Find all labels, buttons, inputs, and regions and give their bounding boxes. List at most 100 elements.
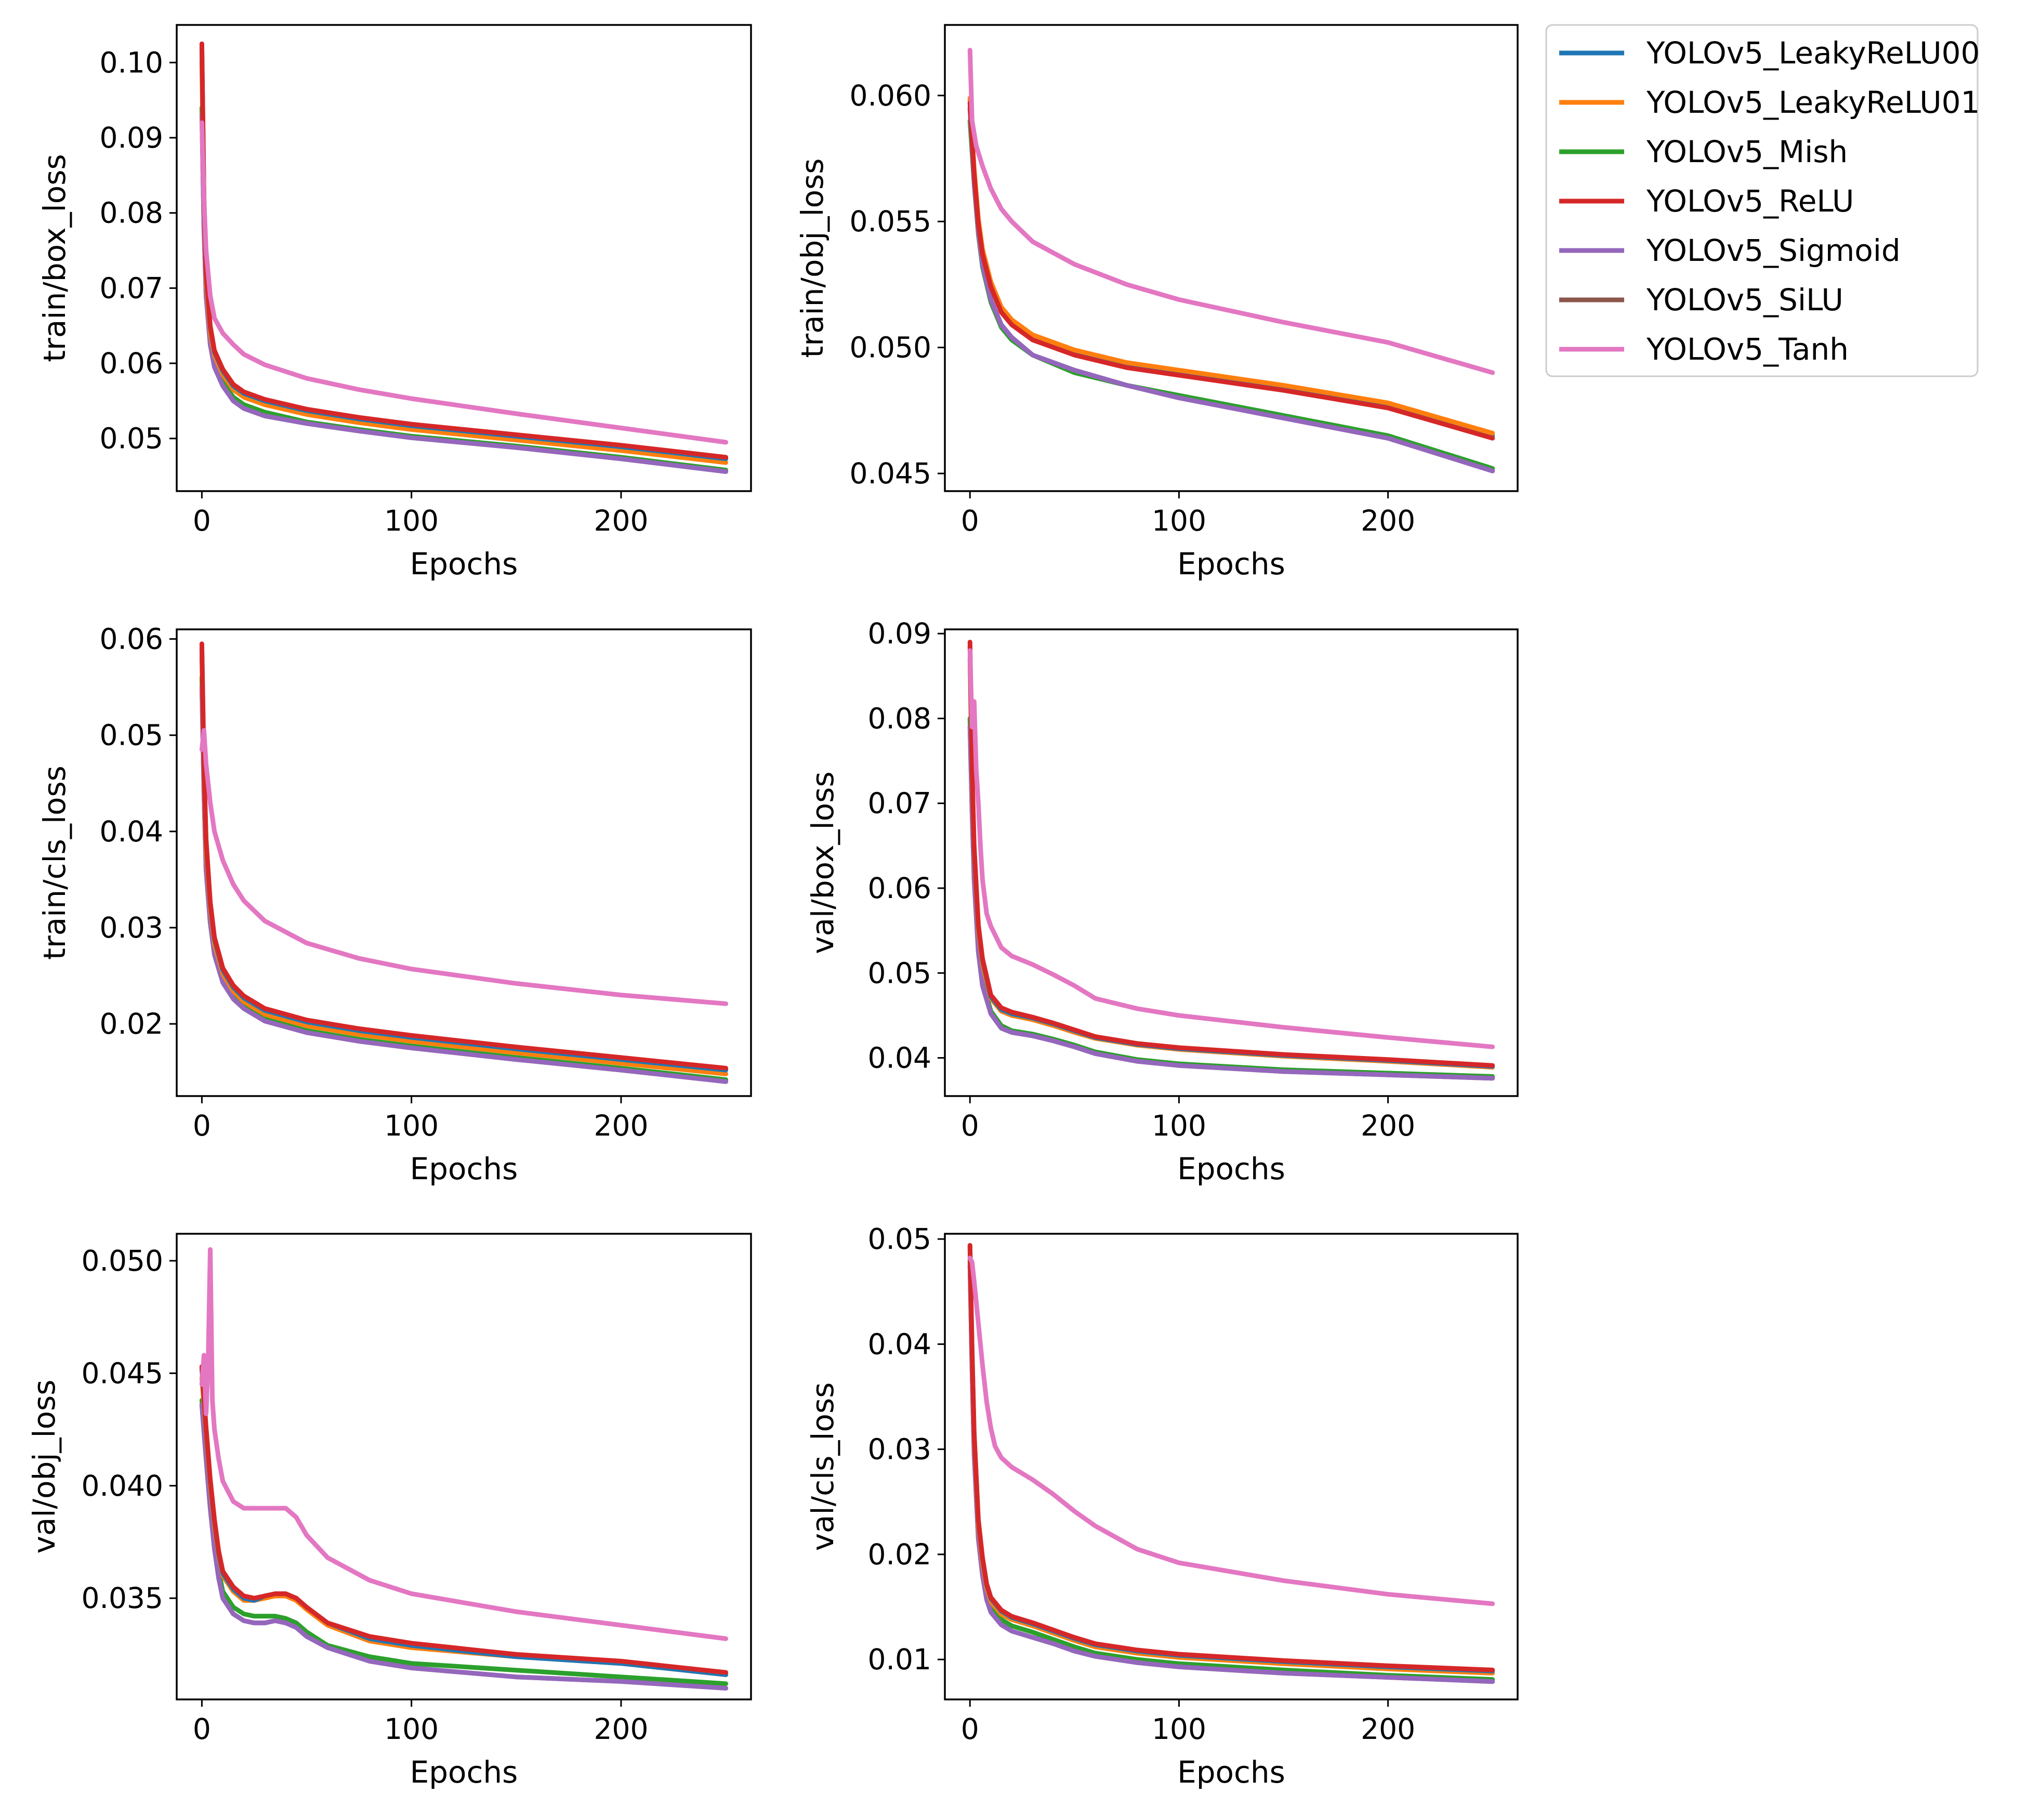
series-line-YOLOv5_ReLU	[967, 640, 1495, 1068]
y-tick-label: 0.05	[100, 719, 163, 752]
series-line-YOLOv5_Mish	[199, 1397, 729, 1686]
y-tick-label: 0.06	[868, 872, 931, 905]
series-line-YOLOv5_Tanh	[967, 648, 1495, 1049]
series-line-YOLOv5_Sigmoid	[199, 1402, 729, 1691]
series-group	[967, 1243, 1495, 1684]
y-tick-label: 0.055	[850, 205, 931, 238]
x-axis-title: Epochs	[1177, 1151, 1285, 1186]
series-line-YOLOv5_Tanh	[199, 728, 729, 1006]
x-tick-label: 100	[1152, 1712, 1206, 1746]
series-line-YOLOv5_Tanh	[199, 120, 729, 445]
series-line-YOLOv5_ReLU	[199, 1364, 729, 1675]
x-tick-label: 0	[961, 1712, 979, 1746]
y-tick-label: 0.07	[868, 787, 931, 820]
x-tick-label: 200	[594, 504, 648, 537]
legend-label-YOLOv5_LeakyReLU01: YOLOv5_LeakyReLU01	[1646, 85, 1980, 120]
y-tick-label: 0.09	[868, 617, 931, 650]
x-tick-label: 200	[1361, 1109, 1415, 1142]
x-tick-label: 200	[1361, 504, 1415, 537]
y-tick-label: 0.05	[868, 956, 931, 990]
x-axis-title: Epochs	[410, 546, 518, 582]
y-tick-label: 0.03	[100, 911, 163, 944]
series-line-YOLOv5_Tanh	[967, 48, 1495, 375]
series-line-YOLOv5_Sigmoid	[967, 1263, 1495, 1684]
axes-frame	[176, 628, 752, 1097]
axes-frame	[944, 1233, 1519, 1700]
series-group	[199, 1247, 729, 1691]
y-tick-label: 0.08	[868, 702, 931, 735]
y-tick-label: 0.06	[100, 347, 163, 380]
x-tick-label: 100	[384, 1109, 439, 1142]
series-line-YOLOv5_Sigmoid	[199, 113, 729, 474]
legend-label-YOLOv5_SiLU: YOLOv5_SiLU	[1646, 282, 1843, 318]
subplot-1: 0 100 200 0.045 0.050 0.055 0.060 Epochs train/o…	[795, 24, 1519, 582]
y-tick-label: 0.040	[82, 1469, 163, 1502]
x-axis-title: Epochs	[410, 1151, 518, 1186]
series-group	[967, 48, 1495, 473]
legend-label-YOLOv5_Mish: YOLOv5_Mish	[1646, 134, 1848, 169]
y-axis-title: val/obj_loss	[27, 1380, 62, 1554]
series-line-YOLOv5_LeakyReLU00	[199, 646, 729, 1073]
y-tick-label: 0.01	[868, 1643, 931, 1676]
legend-label-YOLOv5_LeakyReLU00: YOLOv5_LeakyReLU00	[1646, 35, 1980, 71]
x-tick-label: 100	[1152, 1109, 1206, 1142]
x-tick-label: 0	[193, 504, 211, 537]
x-tick-label: 0	[961, 1109, 979, 1142]
x-axis-title: Epochs	[410, 1755, 518, 1790]
x-tick-label: 0	[193, 1712, 211, 1746]
subplot-5: 0 100 200 0.01 0.02 0.03 0.04 0.05 Epochs val/cls…	[805, 1222, 1519, 1790]
series-line-YOLOv5_LeakyReLU00	[199, 45, 729, 461]
legend-label-YOLOv5_Sigmoid: YOLOv5_Sigmoid	[1646, 233, 1901, 268]
y-tick-label: 0.050	[82, 1244, 163, 1277]
y-tick-label: 0.02	[100, 1007, 163, 1040]
subplot-grid: 0 100 200 0.05 0.06 0.07 0.08 0.09 0.10 Epochs tra…	[27, 24, 1519, 1790]
series-line-YOLOv5_Tanh	[967, 1256, 1495, 1606]
y-tick-label: 0.03	[868, 1433, 931, 1466]
y-axis-title: train/cls_loss	[37, 766, 72, 960]
y-tick-label: 0.04	[868, 1327, 931, 1361]
y-axis-title: val/cls_loss	[805, 1382, 840, 1551]
series-line-YOLOv5_ReLU	[967, 1243, 1495, 1672]
series-group	[199, 41, 729, 474]
series-line-YOLOv5_Mish	[199, 105, 729, 472]
series-line-YOLOv5_LeakyReLU00	[967, 98, 1495, 438]
series-line-YOLOv5_ReLU	[967, 100, 1495, 441]
series-line-YOLOv5_LeakyReLU00	[967, 644, 1495, 1069]
x-tick-label: 0	[193, 1109, 211, 1142]
subplot-0: 0 100 200 0.05 0.06 0.07 0.08 0.09 0.10 Epochs tra…	[37, 24, 752, 582]
y-tick-label: 0.060	[850, 79, 931, 112]
subplot-3: 0 100 200 0.04 0.05 0.06 0.07 0.08 0.09 Epochs val…	[805, 617, 1519, 1186]
y-tick-label: 0.04	[868, 1041, 931, 1075]
y-tick-label: 0.05	[868, 1222, 931, 1256]
x-tick-label: 100	[384, 504, 439, 537]
x-tick-label: 200	[594, 1109, 648, 1142]
series-line-YOLOv5_SiLU	[967, 1263, 1495, 1684]
legend: YOLOv5_LeakyReLU00 YOLOv5_LeakyReLU01 YOLO…	[1545, 24, 1980, 377]
y-axis-title: train/box_loss	[37, 154, 72, 362]
x-tick-label: 100	[384, 1712, 439, 1746]
x-tick-label: 0	[961, 504, 979, 537]
series-group	[967, 640, 1495, 1081]
series-line-YOLOv5_Mish	[967, 1258, 1495, 1682]
series-group	[199, 641, 729, 1084]
y-tick-label: 0.05	[100, 422, 163, 455]
legend-label-YOLOv5_Tanh: YOLOv5_Tanh	[1646, 332, 1849, 367]
series-line-YOLOv5_ReLU	[199, 641, 729, 1071]
series-line-YOLOv5_LeakyReLU01	[967, 1247, 1495, 1676]
y-tick-label: 0.07	[100, 271, 163, 305]
y-axis-title: val/box_loss	[805, 771, 840, 954]
series-line-YOLOv5_SiLU	[199, 1402, 729, 1691]
y-tick-label: 0.045	[850, 457, 931, 490]
series-line-YOLOv5_ReLU	[199, 41, 729, 460]
legend-label-YOLOv5_ReLU: YOLOv5_ReLU	[1646, 183, 1854, 219]
y-tick-label: 0.050	[850, 331, 931, 364]
y-tick-label: 0.045	[82, 1356, 163, 1390]
y-tick-label: 0.035	[82, 1581, 163, 1615]
axes-frame	[176, 1233, 752, 1700]
x-axis-title: Epochs	[1177, 1755, 1285, 1790]
legend-frame	[1545, 24, 1979, 377]
y-tick-label: 0.04	[100, 815, 163, 848]
x-tick-label: 100	[1152, 504, 1206, 537]
series-line-YOLOv5_LeakyReLU01	[967, 656, 1495, 1070]
